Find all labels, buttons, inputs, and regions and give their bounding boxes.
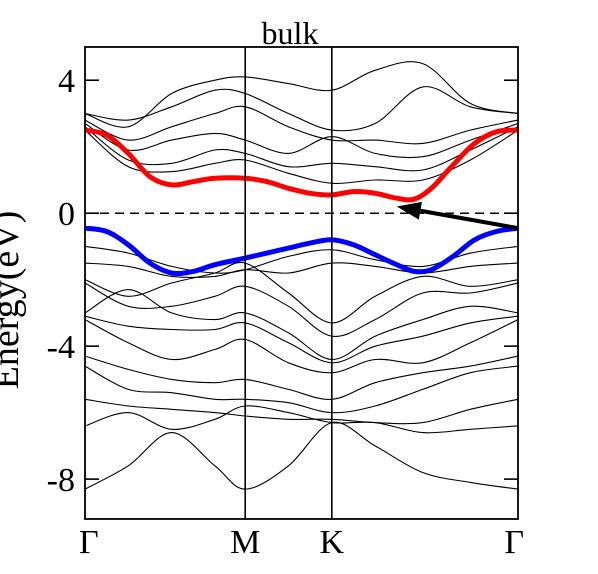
annotation-arrow-head [396,201,422,220]
band-line-16 [85,365,518,414]
band-line-13 [85,315,518,364]
band-line-11 [85,282,518,337]
x-tick-label: Γ [79,524,99,561]
band-line-12 [85,289,518,361]
band-line-6 [85,126,518,172]
band-line-17 [85,398,518,425]
band-line-10 [85,261,518,324]
y-tick-label: 0 [58,196,75,233]
plot-area [84,46,519,520]
annotation-arrow-shaft [420,208,519,231]
band-line-8 [85,245,518,274]
band-line-2 [85,61,518,128]
band-line-14 [85,319,518,374]
band-line-18 [85,405,518,434]
band-line-5 [85,122,518,159]
band-line-4 [85,105,518,145]
x-tick-label: Γ [504,524,524,561]
plot-frame [84,46,519,520]
y-tick-label: -8 [47,462,75,499]
x-tick-label: K [320,524,345,561]
chart-title: bulk [262,15,319,51]
band-line-3 [85,86,518,132]
x-tick-label: M [230,524,260,561]
y-axis-ticks: 4 0 -4 -8 [47,63,518,499]
y-tick-label: 4 [58,63,75,100]
y-tick-label: -4 [47,329,75,366]
valence-band-line [85,225,518,277]
band-line-19 [85,421,518,490]
y-axis-title: Energy(eV) [0,211,27,390]
conduction-band-line [85,127,518,203]
band-line-15 [85,355,518,400]
band-line-9 [85,262,518,278]
bands-group [85,61,518,490]
band-line-7 [85,129,518,185]
